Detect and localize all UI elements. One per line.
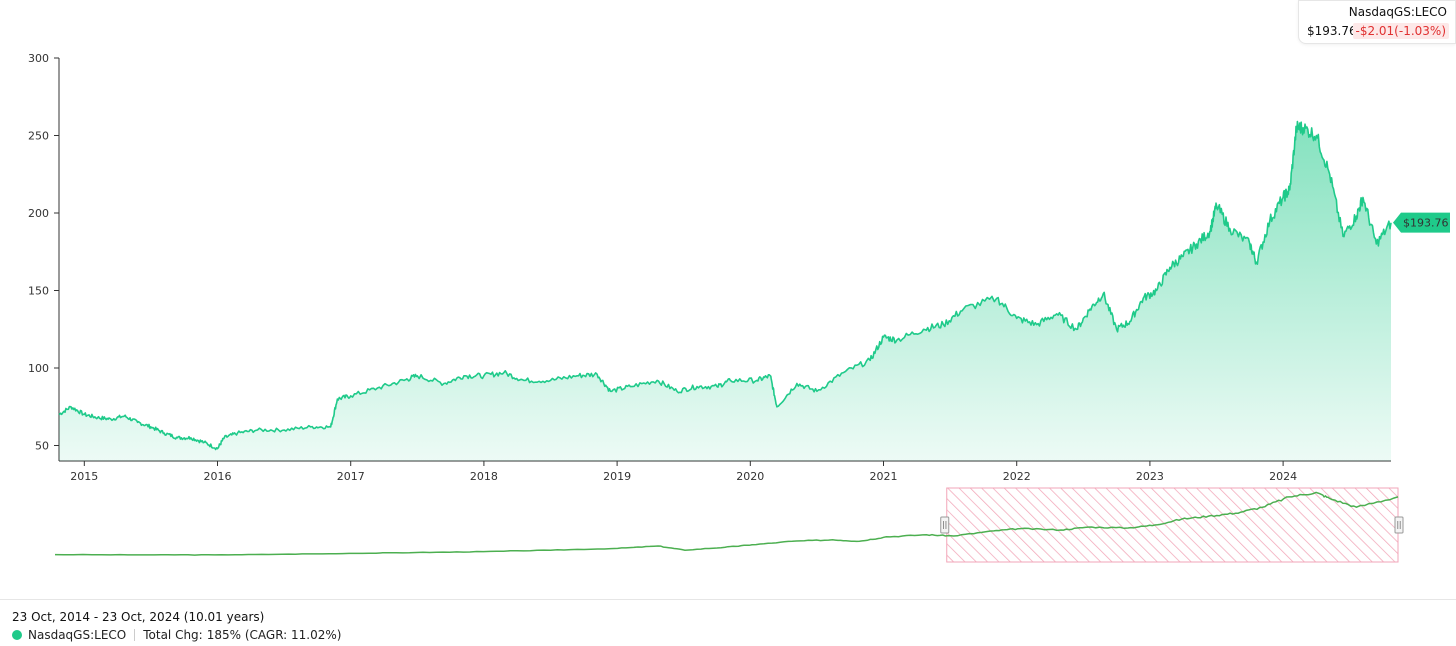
navigator-line (54, 491, 1399, 556)
last-price-tag-shape (1393, 212, 1450, 233)
x-tick-label: 2017 (337, 470, 365, 480)
y-tick-label: 300 (28, 52, 49, 65)
total-change-value: 185% (CAGR: 11.02%) (206, 628, 342, 642)
legend-series-name[interactable]: NasdaqGS:LECO (28, 628, 127, 642)
x-tick-label: 2016 (204, 470, 232, 480)
x-tick-label: 2020 (736, 470, 764, 480)
x-tick-label: 2018 (470, 470, 498, 480)
legend-dot-icon (12, 630, 22, 640)
price-area (59, 121, 1391, 461)
price-line (58, 120, 1392, 451)
legend-row: NasdaqGS:LECO Total Chg: 185% (CAGR: 11.… (12, 628, 341, 642)
x-axis: 2015 2016 2017 2018 2019 2020 2021 2022 2023 2024 (59, 460, 1391, 480)
y-axis: 50 100 150 200 250 300 (28, 52, 60, 461)
date-range: 23 Oct, 2014 - 23 Oct, 2024 (10.01 years… (12, 610, 265, 624)
y-tick-label: 50 (35, 440, 49, 453)
navigator-handle-grip[interactable] (1394, 516, 1404, 534)
quote-symbol: NasdaqGS:LECO (1348, 5, 1447, 19)
quote-change: -$2.01(-1.03%) (1352, 23, 1449, 39)
total-change-label: Total Chg: (143, 628, 203, 642)
navigator-handle-grip[interactable] (940, 516, 950, 534)
x-tick-label: 2019 (603, 470, 631, 480)
x-tick-label: 2022 (1003, 470, 1031, 480)
x-tick-label: 2015 (70, 470, 98, 480)
navigator-handle-left[interactable] (940, 516, 950, 534)
y-tick-label: 150 (28, 285, 49, 298)
last-price-tag: $193.76 (1393, 212, 1450, 233)
footer-legend: 23 Oct, 2014 - 23 Oct, 2024 (10.01 years… (0, 599, 1456, 646)
last-price-tag-text: $193.76 (1403, 217, 1449, 230)
navigator-selection[interactable] (946, 487, 1399, 563)
x-tick-label: 2021 (870, 470, 898, 480)
navigator[interactable] (0, 480, 1456, 580)
x-tick-label: 2024 (1269, 470, 1297, 480)
navigator-handle-right[interactable] (1394, 516, 1404, 534)
quote-box: NasdaqGS:LECO $193.76 -$2.01(-1.03%) (1298, 0, 1456, 44)
legend-divider (134, 629, 136, 641)
x-tick-label: 2023 (1136, 470, 1164, 480)
quote-price: $193.76 (1307, 24, 1357, 38)
y-tick-label: 100 (28, 362, 49, 375)
y-tick-label: 250 (28, 130, 49, 143)
y-tick-label: 200 (28, 207, 49, 220)
